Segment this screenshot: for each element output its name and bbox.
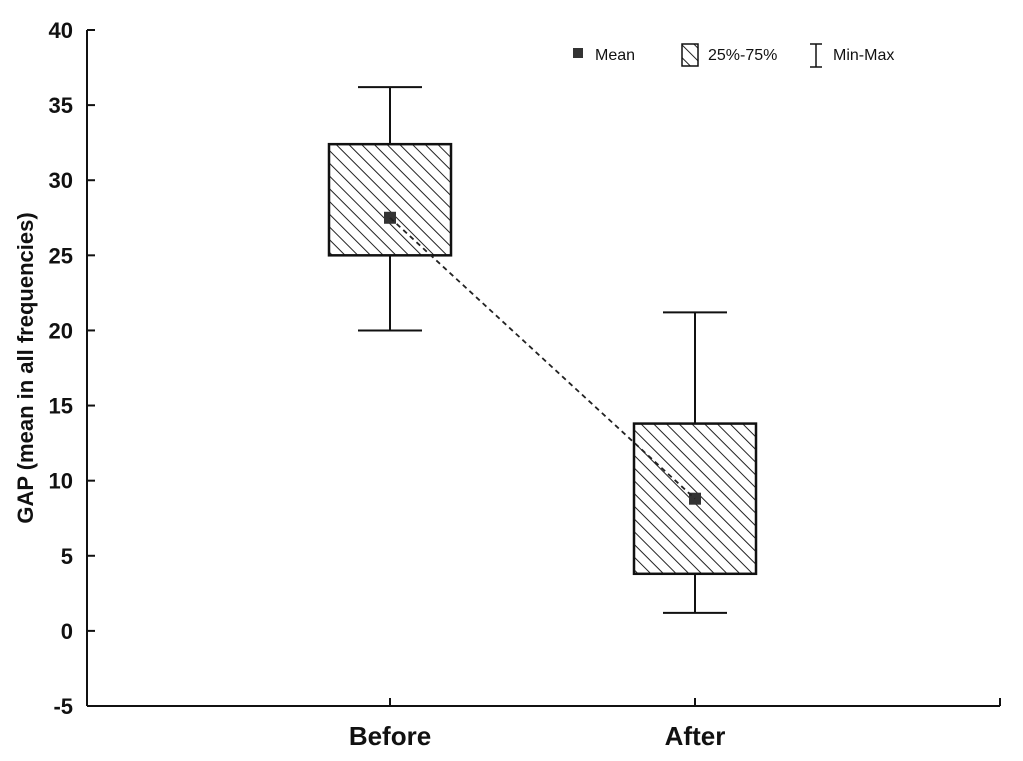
x-axis-ticks: Before After — [349, 698, 726, 751]
mean-line-layer — [389, 217, 696, 500]
y-tick-label: 35 — [49, 93, 73, 118]
y-tick-label: 20 — [49, 318, 73, 343]
y-tick-label: 25 — [49, 243, 73, 268]
mean-connecting-line — [389, 217, 696, 500]
y-tick-label: 0 — [61, 619, 73, 644]
legend-whisker-label: Min-Max — [833, 47, 894, 64]
legend-box-label: 25%-75% — [708, 47, 777, 64]
y-axis-ticks: -5 0 5 10 15 20 25 30 35 40 — [49, 18, 95, 719]
boxes-layer — [327, 86, 758, 614]
legend-box-swatch — [681, 43, 699, 67]
box-iqr-before — [327, 142, 453, 257]
box-before — [327, 86, 453, 332]
x-tick-label-after: After — [665, 721, 726, 751]
legend-whisker-icon — [810, 43, 822, 68]
y-tick-label: 30 — [49, 168, 73, 193]
y-axis-label: GAP (mean in all frequencies) — [13, 212, 38, 523]
legend: Mean 25%-75% Min-Max — [573, 43, 894, 68]
y-tick-label: 5 — [61, 544, 73, 569]
y-tick-label: 10 — [49, 469, 73, 494]
box-after — [632, 311, 758, 614]
x-tick-label-before: Before — [349, 721, 431, 751]
y-tick-label: 15 — [49, 394, 73, 419]
y-tick-label: -5 — [53, 694, 73, 719]
y-tick-label: 40 — [49, 18, 73, 43]
legend-mean-label: Mean — [595, 47, 635, 64]
legend-mean-marker — [573, 48, 583, 58]
